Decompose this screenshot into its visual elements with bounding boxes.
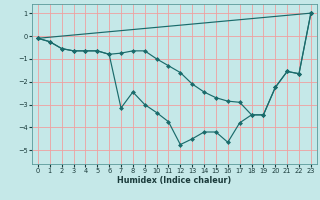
X-axis label: Humidex (Indice chaleur): Humidex (Indice chaleur) (117, 176, 232, 185)
